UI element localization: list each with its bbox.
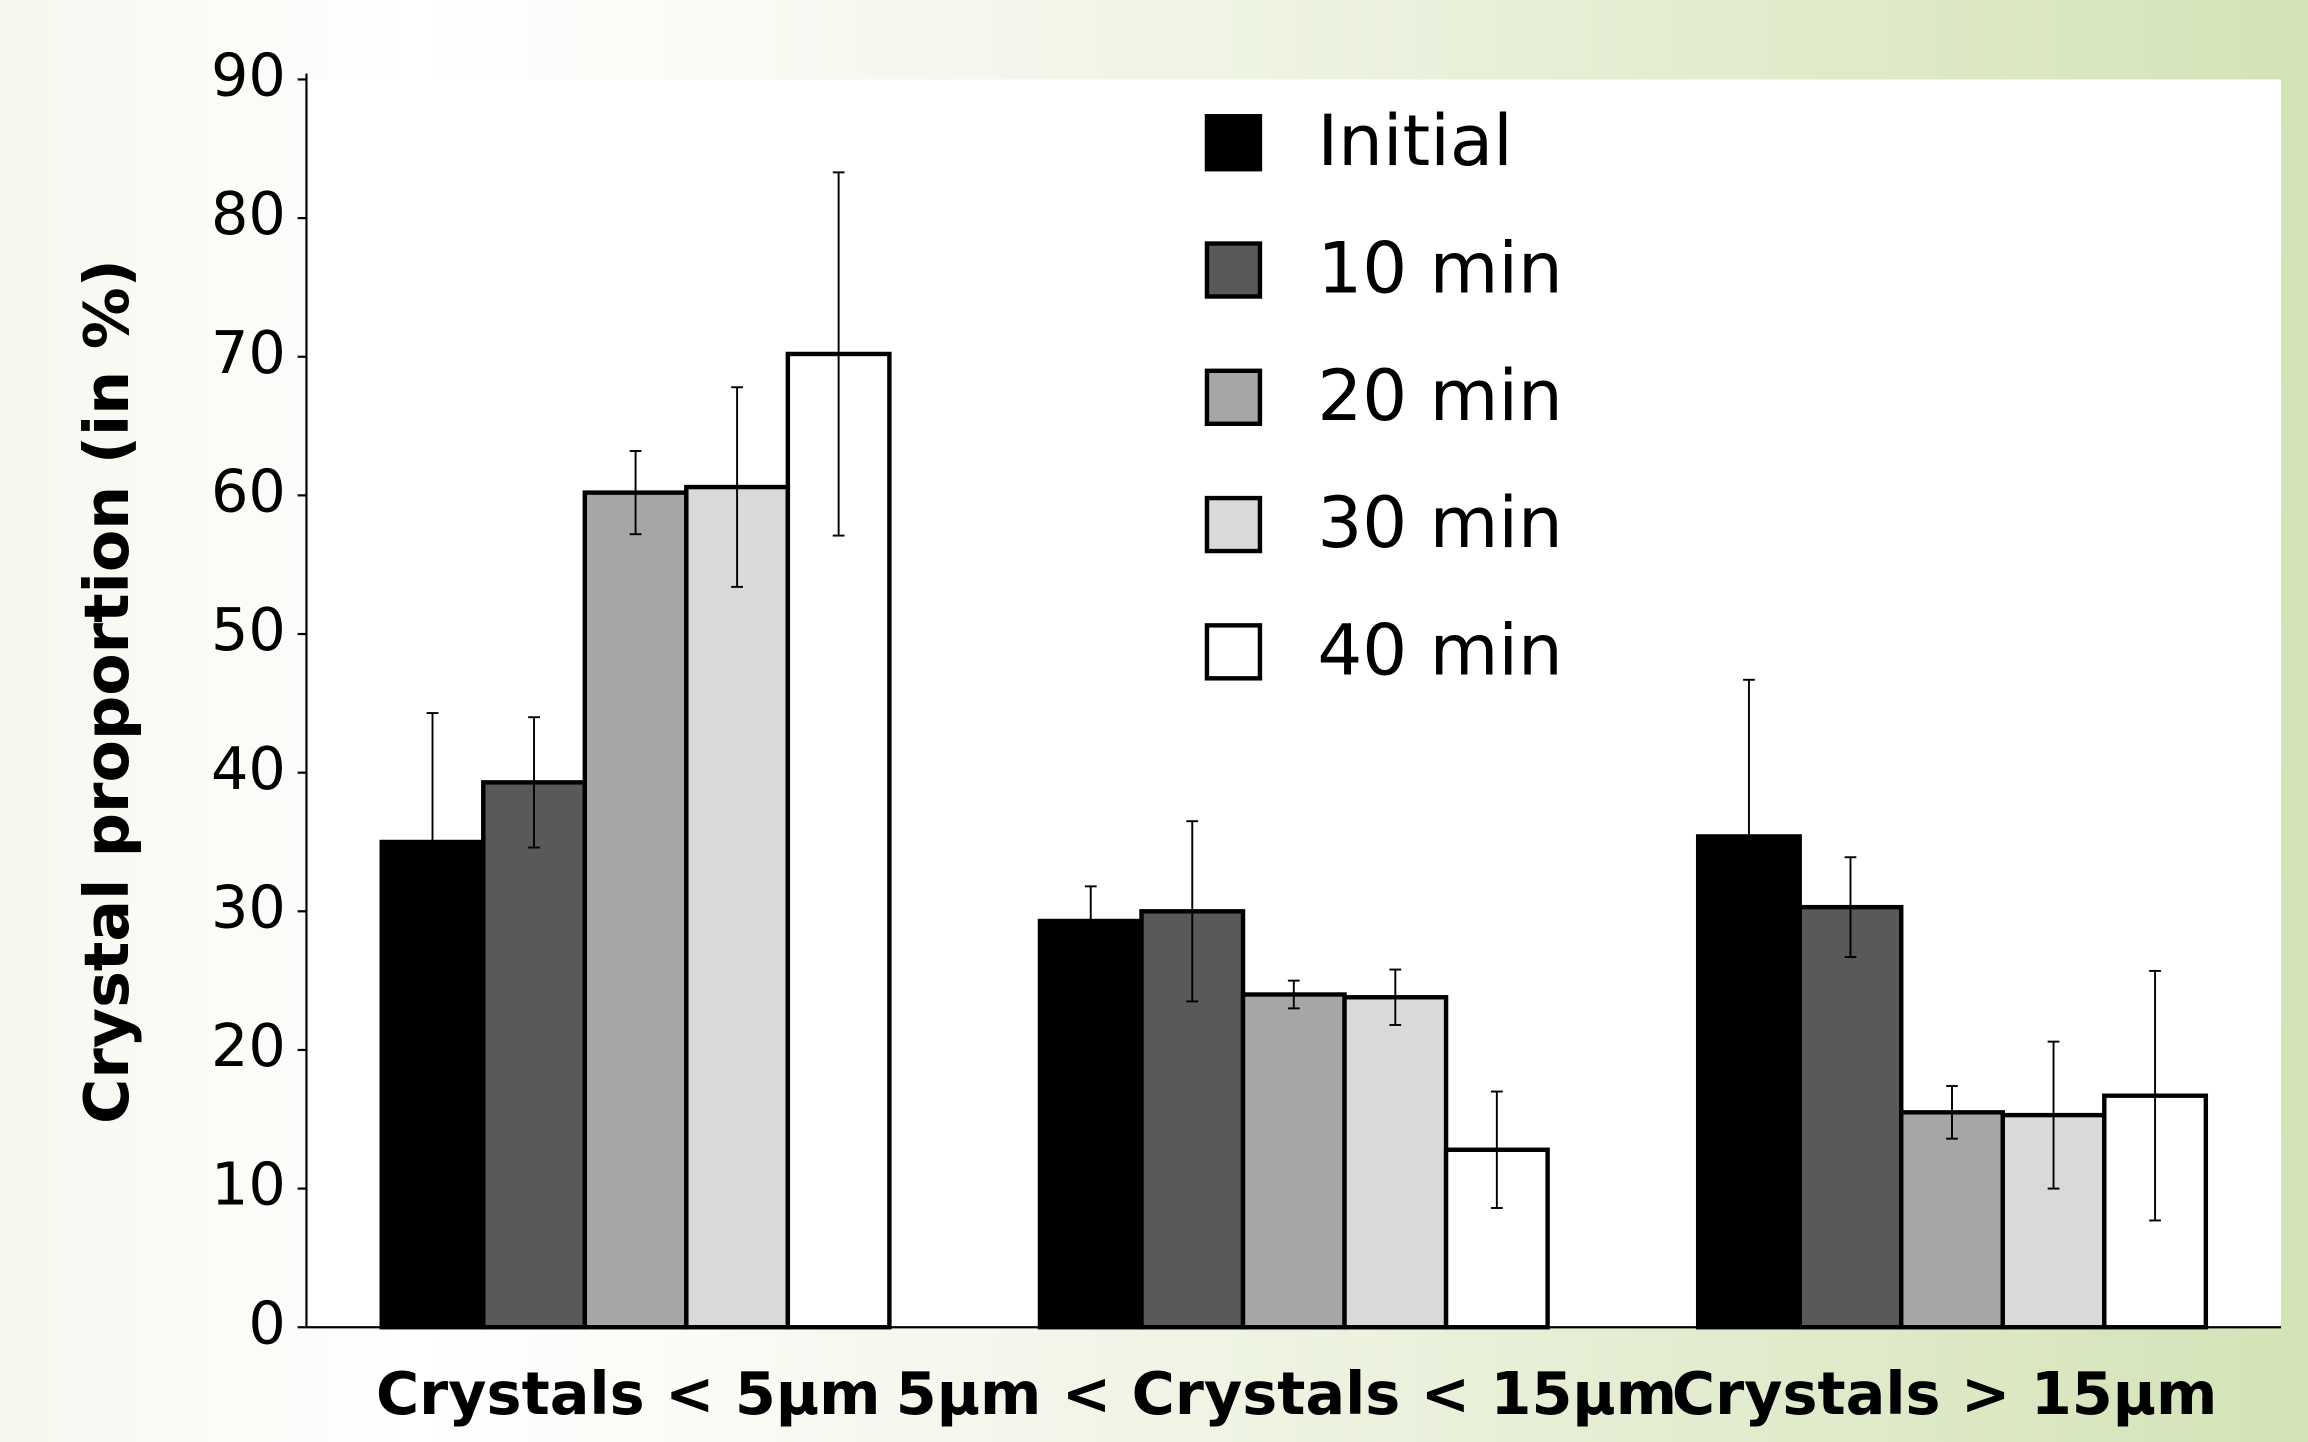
- y-tick-label: 50: [211, 595, 286, 664]
- y-tick-label: 40: [211, 734, 286, 803]
- bar: [481, 780, 588, 1330]
- bar: [1240, 992, 1347, 1330]
- legend-label: 40 min: [1317, 608, 1562, 691]
- y-axis-label: Crystal proportion (in %): [71, 259, 143, 1124]
- legend-swatch: [1204, 114, 1263, 172]
- x-tick-label: Crystals < 5µm: [376, 1359, 880, 1428]
- legend-label: 30 min: [1317, 481, 1562, 564]
- x-tick-label: 5µm < Crystals < 15µm: [896, 1359, 1677, 1428]
- legend-swatch: [1204, 241, 1263, 299]
- bar: [684, 484, 791, 1330]
- bar: [1899, 1110, 2005, 1330]
- bar: [582, 490, 689, 1330]
- bar: [1342, 995, 1449, 1330]
- y-tick-label: 70: [211, 318, 286, 387]
- x-tick-label: Crystals > 15µm: [1672, 1359, 2217, 1428]
- legend-swatch: [1204, 623, 1263, 681]
- legend-label: 20 min: [1317, 354, 1562, 437]
- legend-swatch: [1204, 368, 1263, 426]
- legend-swatch: [1204, 495, 1263, 554]
- y-tick-label: 90: [211, 41, 286, 110]
- bar: [1797, 904, 1904, 1330]
- legend-label: Initial: [1317, 99, 1512, 182]
- y-tick-label: 10: [211, 1150, 286, 1219]
- y-tick-label: 60: [211, 456, 286, 525]
- bar: [1037, 918, 1144, 1330]
- y-tick-label: 20: [211, 1011, 286, 1080]
- y-tick-label: 80: [211, 179, 286, 248]
- legend-label: 10 min: [1317, 226, 1562, 309]
- y-tick-label: 30: [211, 872, 286, 941]
- y-tick-label: 0: [248, 1288, 285, 1357]
